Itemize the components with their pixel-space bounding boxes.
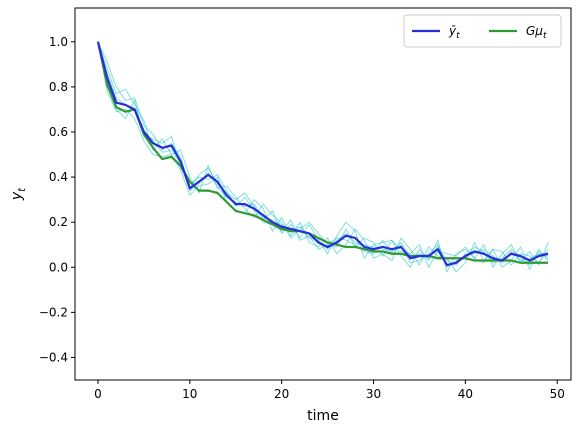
series-line-g-mu-t bbox=[96, 41, 549, 264]
x-axis-label: time bbox=[307, 408, 339, 424]
x-tick-label: 20 bbox=[274, 387, 289, 401]
x-axis-ticks: 0 10 20 30 40 50 bbox=[94, 380, 565, 401]
y-axis-label-base: y bbox=[9, 191, 25, 201]
legend-label-1: ȳt bbox=[448, 24, 460, 41]
x-tick-label: 10 bbox=[182, 387, 197, 401]
simulated-paths bbox=[97, 41, 549, 273]
simulated-path-5 bbox=[97, 41, 549, 266]
y-tick-label: 0.6 bbox=[49, 125, 68, 139]
y-axis-label-sub: t bbox=[17, 187, 28, 192]
y-tick-label: −0.2 bbox=[39, 305, 68, 319]
y-tick-label: 0.0 bbox=[49, 260, 68, 274]
y-tick-label: 1.0 bbox=[49, 35, 68, 49]
simulated-path-3 bbox=[97, 41, 549, 269]
simulated-path-4 bbox=[97, 41, 549, 268]
series-lines bbox=[96, 41, 549, 267]
y-tick-label: 0.2 bbox=[49, 215, 68, 229]
simulated-path-2 bbox=[97, 41, 549, 273]
series-line-y-bar-t bbox=[96, 41, 549, 267]
x-tick-label: 0 bbox=[94, 387, 102, 401]
y-axis-ticks: −0.4 −0.2 0.0 0.2 0.4 0.6 0.8 1.0 bbox=[39, 35, 75, 364]
y-axis-label: yt bbox=[9, 187, 28, 201]
simulated-path-1 bbox=[97, 41, 549, 273]
x-tick-label: 30 bbox=[366, 387, 381, 401]
y-tick-label: 0.4 bbox=[49, 170, 68, 184]
y-tick-label: 0.8 bbox=[49, 80, 68, 94]
x-tick-label: 50 bbox=[550, 387, 565, 401]
plot-frame bbox=[74, 7, 572, 381]
y-tick-label: −0.4 bbox=[39, 350, 68, 364]
x-tick-label: 40 bbox=[458, 387, 473, 401]
legend-box bbox=[403, 14, 562, 48]
legend-label-2: Gμt bbox=[526, 24, 547, 41]
legend: ȳt Gμt bbox=[403, 14, 562, 48]
